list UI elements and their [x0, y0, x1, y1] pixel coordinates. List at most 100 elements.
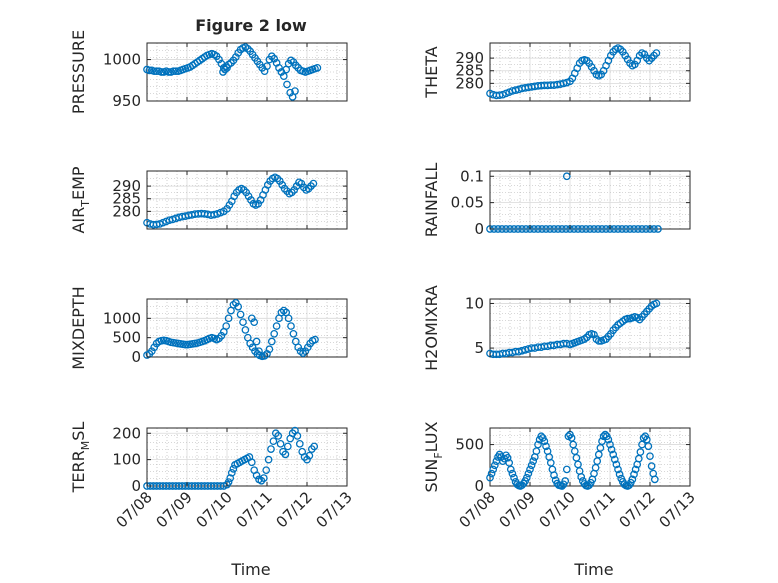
data-point — [244, 192, 253, 201]
data-point — [284, 314, 293, 323]
y-axis-label-terr_msl: TERRMSL — [69, 422, 92, 494]
data-point — [652, 299, 661, 308]
data-point — [623, 314, 632, 323]
data-point — [510, 473, 518, 482]
data-point — [157, 68, 166, 76]
y-tick-label: 0 — [131, 348, 141, 366]
data-point — [234, 302, 243, 311]
data-point — [585, 59, 594, 68]
data-point — [252, 471, 261, 480]
data-point — [309, 179, 318, 188]
data-point — [489, 465, 498, 474]
data-point — [615, 470, 624, 479]
data-point — [265, 345, 274, 354]
y-axis-label-sun_flux: SUNFLUX — [422, 421, 445, 492]
data-point — [590, 66, 598, 75]
data-point — [506, 225, 514, 233]
data-point — [562, 172, 571, 181]
data-point — [303, 455, 311, 464]
data-point — [582, 225, 590, 233]
axes-pressure: 950 1000 PRESSURE — [69, 30, 348, 114]
data-point — [255, 347, 263, 356]
data-point — [631, 465, 640, 474]
data-point — [263, 181, 272, 189]
data-point — [538, 225, 546, 233]
data-point — [248, 343, 257, 352]
data-point — [289, 329, 298, 338]
data-point — [550, 471, 558, 480]
data-point — [267, 445, 275, 453]
data-point — [239, 318, 247, 327]
data-point — [508, 469, 517, 478]
y-tick-label: 290 — [112, 177, 141, 195]
axes-h2omixra: 5 10 H2OMIXRA — [422, 285, 691, 371]
data-point — [236, 310, 245, 319]
data-point — [630, 60, 639, 69]
x-axis-label-right: Time — [573, 560, 613, 579]
data-point — [630, 225, 638, 233]
data-point — [275, 177, 284, 185]
axes-box — [489, 42, 691, 102]
data-point — [597, 70, 606, 79]
data-point — [644, 442, 653, 451]
data-point — [279, 72, 288, 80]
axes-box — [146, 427, 348, 487]
data-point — [534, 225, 542, 233]
data-point — [276, 439, 285, 448]
data-point — [562, 339, 571, 348]
data-point — [181, 340, 190, 349]
y-tick-label: 285 — [112, 190, 141, 208]
data-point — [269, 437, 278, 446]
data-point — [606, 51, 615, 60]
data-point — [522, 225, 530, 233]
data-point — [546, 225, 554, 233]
data-point — [242, 188, 251, 197]
data-point — [274, 432, 283, 440]
data-point — [562, 225, 570, 233]
x-tick-label: 07/09 — [496, 488, 539, 531]
data-point — [638, 225, 646, 233]
x-tick-label: 07/13 — [313, 488, 356, 531]
data-point — [530, 225, 538, 233]
data-point — [227, 468, 236, 477]
data-point — [222, 322, 231, 330]
series-theta — [486, 44, 661, 100]
data-point — [561, 477, 570, 485]
y-tick-label: 10 — [465, 294, 484, 312]
axes-terr_msl: 010020007/0807/0907/1007/1107/1207/13TER… — [69, 422, 356, 532]
data-point — [301, 347, 310, 356]
data-point — [502, 225, 510, 233]
data-point — [278, 181, 287, 189]
y-tick-label: 200 — [112, 424, 141, 442]
data-point — [150, 67, 159, 76]
axes-box — [146, 170, 348, 230]
data-point — [527, 461, 536, 470]
data-point — [224, 478, 233, 486]
data-point — [574, 225, 582, 233]
y-tick-label: 290 — [455, 49, 484, 67]
data-point — [529, 457, 538, 465]
data-point — [610, 455, 619, 464]
data-point — [558, 225, 566, 233]
data-point — [223, 204, 231, 213]
x-tick-label: 07/12 — [273, 488, 316, 531]
data-point — [586, 225, 594, 233]
data-point — [642, 225, 650, 233]
data-point — [270, 329, 279, 338]
x-axis-label-left: Time — [230, 560, 270, 579]
data-point — [215, 55, 223, 64]
y-axis-label-h2omixra: H2OMIXRA — [422, 285, 441, 371]
data-point — [283, 442, 292, 451]
data-point — [230, 192, 239, 201]
data-point — [604, 435, 613, 444]
data-point — [313, 64, 322, 72]
data-point — [231, 53, 240, 61]
data-point — [264, 455, 273, 464]
data-point — [305, 451, 314, 460]
data-point — [587, 63, 596, 71]
y-tick-label: 0 — [131, 477, 141, 495]
